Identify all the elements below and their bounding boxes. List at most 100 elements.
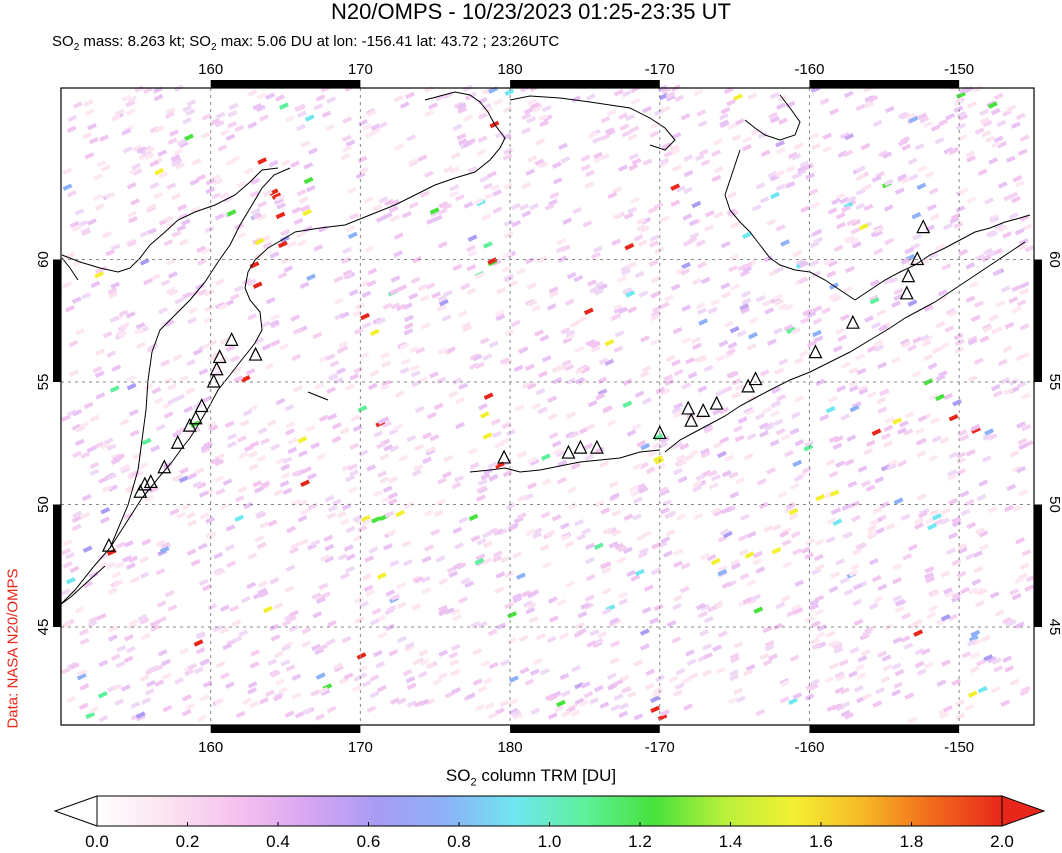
so2-pixel: [940, 570, 951, 578]
so2-pixel: [929, 589, 940, 598]
so2-pixel: [233, 285, 244, 293]
so2-pixel: [122, 146, 133, 154]
so2-pixel: [482, 241, 493, 249]
so2-pixel: [755, 182, 766, 190]
so2-pixel: [613, 693, 624, 701]
so2-pixel: [475, 198, 486, 207]
volcano-marker: [901, 268, 916, 283]
colorbar-tick-label: 0.8: [447, 832, 471, 851]
so2-pixel: [891, 356, 901, 365]
so2-pixel: [561, 359, 572, 367]
so2-pixel: [721, 581, 732, 590]
so2-pixel: [673, 410, 683, 419]
so2-pixel: [437, 207, 448, 216]
so2-pixel: [122, 555, 133, 563]
so2-pixel: [379, 416, 390, 424]
so2-pixel: [869, 518, 880, 526]
so2-pixel: [165, 258, 176, 266]
so2-pixel: [848, 569, 859, 577]
so2-pixel: [879, 388, 889, 397]
so2-pixel: [650, 310, 661, 318]
so2-pixel: [107, 625, 118, 633]
so2-pixel: [220, 604, 230, 612]
so2-pixel: [956, 451, 967, 459]
so2-pixel: [150, 624, 160, 632]
so2-pixel: [436, 304, 447, 312]
so2-pixel: [128, 618, 139, 627]
so2-pixel: [310, 441, 321, 450]
so2-pixel: [872, 506, 883, 515]
so2-pixel: [917, 165, 927, 173]
so2-pixel: [438, 608, 449, 617]
so2-pixel: [981, 130, 992, 138]
so2-pixel: [627, 133, 638, 141]
so2-pixel: [904, 692, 915, 700]
so2-pixel: [644, 682, 655, 691]
so2-pixel: [386, 604, 397, 613]
so2-pixel: [259, 521, 270, 529]
so2-pixel: [464, 580, 475, 589]
so2-pixel: [997, 224, 1008, 233]
so2-pixel: [900, 513, 911, 521]
so2-pixel: [885, 522, 896, 531]
volcano-marker: [681, 400, 696, 415]
so2-pixel: [449, 659, 460, 667]
so2-pixel: [715, 666, 726, 675]
so2-pixel: [639, 643, 650, 651]
so2-pixel: [982, 433, 993, 441]
so2-pixel: [677, 475, 688, 484]
so2-pixel: [947, 469, 957, 477]
so2-pixel: [584, 594, 595, 602]
so2-pixel: [899, 420, 909, 428]
so2-pixel: [645, 466, 656, 474]
so2-pixel: [1018, 488, 1029, 497]
so2-pixel: [944, 590, 955, 599]
so2-pixel: [828, 435, 839, 444]
so2-pixel: [826, 270, 837, 278]
so2-pixel: [766, 218, 777, 227]
so2-pixel: [715, 389, 725, 397]
so2-pixel: [984, 428, 995, 436]
so2-pixel: [825, 630, 836, 638]
so2-pixel: [975, 253, 985, 261]
so2-pixel: [469, 362, 480, 370]
so2-pixel: [149, 159, 160, 168]
so2-pixel: [642, 397, 652, 405]
so2-pixel: [519, 203, 530, 211]
so2-pixel: [115, 660, 126, 669]
so2-pixel: [445, 346, 456, 354]
so2-pixel: [168, 271, 178, 279]
so2-pixel: [610, 704, 621, 712]
so2-pixel: [165, 221, 176, 229]
so2-pixel: [361, 573, 372, 581]
so2-pixel: [371, 516, 381, 524]
so2-pixel: [279, 343, 289, 351]
so2-pixel: [843, 235, 854, 243]
so2-pixel: [968, 374, 978, 383]
so2-pixel: [898, 138, 908, 147]
so2-pixel: [480, 659, 491, 668]
so2-pixel: [564, 298, 575, 306]
so2-pixel: [237, 485, 248, 494]
so2-pixel: [189, 178, 200, 186]
so2-pixel: [868, 602, 879, 611]
so2-pixel: [204, 225, 215, 234]
so2-pixel: [813, 553, 824, 562]
so2-pixel: [124, 484, 135, 493]
so2-pixel: [388, 288, 399, 296]
so2-pixel: [989, 215, 1000, 224]
so2-pixel: [379, 453, 390, 461]
so2-pixel: [141, 437, 152, 446]
so2-pixel: [236, 180, 247, 189]
so2-pixel: [321, 110, 332, 118]
so2-pixel: [862, 692, 872, 701]
colorbar-label-sub: 2: [470, 776, 477, 789]
so2-pixel: [363, 196, 374, 204]
so2-pixel: [917, 414, 928, 423]
so2-pixel: [697, 385, 708, 393]
so2-pixel: [681, 261, 691, 270]
so2-pixel: [959, 490, 970, 498]
so2-pixel: [808, 683, 819, 691]
so2-pixel: [642, 105, 652, 114]
so2-pixel: [291, 469, 302, 478]
